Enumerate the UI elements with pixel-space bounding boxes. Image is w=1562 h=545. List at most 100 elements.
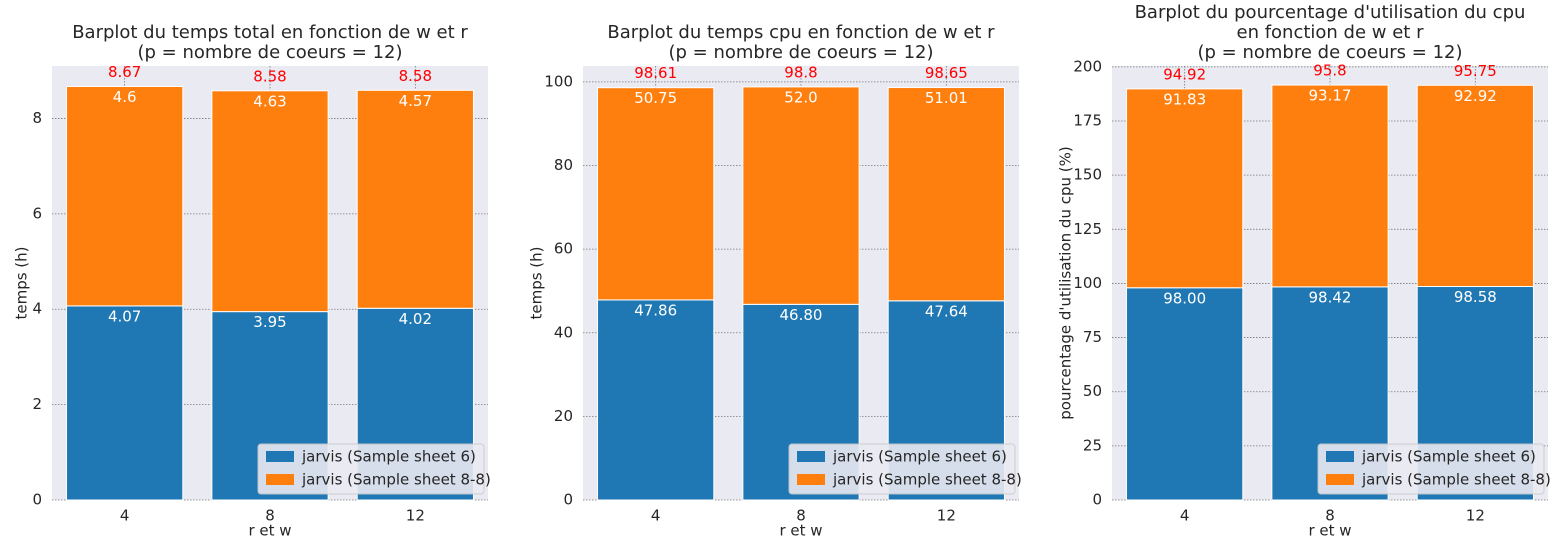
x-axis-label: r et w	[1308, 522, 1351, 540]
x-tick-label: 8	[265, 507, 275, 525]
legend-swatch	[1326, 451, 1354, 462]
value-label: 4.57	[399, 92, 432, 110]
x-tick-label: 12	[1466, 507, 1485, 525]
total-label: 8.58	[399, 67, 432, 85]
value-label: 51.01	[925, 89, 968, 107]
total-label: 98.8	[784, 63, 817, 81]
bar-segment	[66, 305, 184, 501]
total-label: 94.92	[1163, 65, 1206, 83]
legend: jarvis (Sample sheet 6) jarvis (Sample sh…	[1317, 443, 1551, 495]
legend-box	[1317, 443, 1545, 495]
value-label: 92.92	[1454, 87, 1497, 105]
y-tick-label: 25	[1083, 436, 1102, 454]
bar-segment	[356, 89, 474, 309]
x-tick-label: 8	[1325, 507, 1335, 525]
x-axis-label: r et w	[779, 522, 822, 540]
chart-title: (p = nombre de coeurs = 12)	[669, 42, 934, 63]
y-tick-label: 0	[563, 491, 573, 509]
bar-segment	[597, 87, 715, 301]
legend-swatch	[266, 474, 294, 485]
y-tick-label: 175	[1073, 112, 1102, 130]
bar-segment	[742, 86, 860, 305]
value-label: 4.63	[253, 92, 286, 110]
y-tick-label: 125	[1073, 220, 1102, 238]
legend-swatch	[797, 474, 825, 485]
y-tick-label: 0	[1092, 491, 1102, 509]
legend: jarvis (Sample sheet 6) jarvis (Sample sh…	[257, 443, 491, 495]
value-label: 47.86	[634, 301, 677, 319]
legend-box	[257, 443, 485, 495]
y-tick-label: 40	[554, 323, 573, 341]
x-tick-label: 12	[406, 507, 425, 525]
bar-segment	[597, 299, 715, 501]
total-label: 8.58	[253, 67, 286, 85]
x-tick-label: 4	[120, 507, 130, 525]
x-tick-label: 4	[1180, 507, 1190, 525]
legend-swatch	[797, 451, 825, 462]
legend-box	[788, 443, 1016, 495]
y-tick-label: 2	[32, 395, 42, 413]
value-label: 98.58	[1454, 288, 1497, 306]
x-axis-label: r et w	[248, 522, 291, 540]
chart-title: en fonction de w et r	[1237, 22, 1425, 43]
x-tick-label: 8	[796, 507, 806, 525]
value-label: 46.80	[780, 306, 823, 324]
chart-title: (p = nombre de coeurs = 12)	[138, 42, 403, 63]
legend-label: jarvis (Sample sheet 8-8)	[1361, 471, 1551, 489]
bar-segment	[1126, 88, 1244, 289]
total-label: 98.61	[634, 64, 677, 82]
chart-title: Barplot du temps total en fonction de w …	[72, 22, 468, 43]
y-tick-label: 50	[1083, 382, 1102, 400]
y-tick-label: 4	[32, 300, 42, 318]
value-label: 47.64	[925, 302, 968, 320]
bar-segment	[1126, 287, 1244, 501]
total-label: 98.65	[925, 64, 968, 82]
total-label: 95.8	[1313, 62, 1346, 80]
total-label: 95.75	[1454, 62, 1497, 80]
y-tick-label: 6	[32, 204, 42, 222]
y-axis-label: temps (h)	[13, 246, 31, 319]
value-label: 4.07	[108, 307, 141, 325]
y-tick-label: 200	[1073, 57, 1102, 75]
y-tick-label: 150	[1073, 166, 1102, 184]
bar-segment	[66, 86, 184, 307]
legend-swatch	[1326, 474, 1354, 485]
value-label: 4.6	[113, 88, 137, 106]
chart-title: Barplot du temps cpu en fonction de w et…	[607, 22, 995, 43]
value-label: 93.17	[1309, 87, 1352, 105]
x-tick-label: 12	[937, 507, 956, 525]
y-tick-label: 100	[544, 72, 573, 90]
y-tick-label: 0	[32, 491, 42, 509]
y-tick-label: 80	[554, 156, 573, 174]
bar-segment	[211, 90, 329, 313]
value-label: 4.02	[399, 310, 432, 328]
y-tick-label: 75	[1083, 328, 1102, 346]
value-label: 52.0	[784, 88, 817, 106]
legend-swatch	[266, 451, 294, 462]
total-label: 8.67	[108, 63, 141, 81]
y-tick-label: 100	[1073, 274, 1102, 292]
value-label: 50.75	[634, 89, 677, 107]
bar-segment	[1271, 84, 1389, 288]
y-tick-label: 60	[554, 240, 573, 258]
legend-label: jarvis (Sample sheet 6)	[301, 448, 476, 466]
bar-segment	[1416, 84, 1534, 288]
value-label: 98.42	[1309, 288, 1352, 306]
value-label: 91.83	[1163, 90, 1206, 108]
x-tick-label: 4	[651, 507, 661, 525]
legend-label: jarvis (Sample sheet 6)	[832, 448, 1007, 466]
value-label: 3.95	[253, 313, 286, 331]
legend: jarvis (Sample sheet 6) jarvis (Sample sh…	[788, 443, 1022, 495]
chart-title: Barplot du pourcentage d'utilisation du …	[1135, 2, 1526, 23]
legend-label: jarvis (Sample sheet 8-8)	[832, 471, 1022, 489]
y-axis-label: temps (h)	[528, 246, 546, 319]
y-axis-label: pourcentage d'utilisation du cpu (%)	[1057, 146, 1075, 419]
chart-title: (p = nombre de coeurs = 12)	[1198, 42, 1463, 63]
y-tick-label: 8	[32, 109, 42, 127]
bar-segment	[887, 87, 1005, 302]
legend-label: jarvis (Sample sheet 8-8)	[301, 471, 491, 489]
legend-label: jarvis (Sample sheet 6)	[1361, 448, 1536, 466]
value-label: 98.00	[1163, 289, 1206, 307]
